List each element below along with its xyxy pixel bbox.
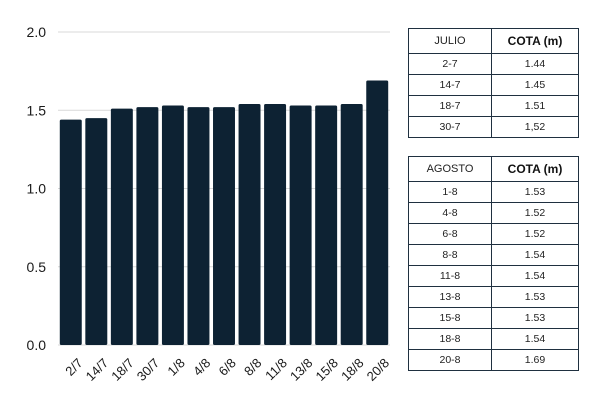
date-cell: 18-7 bbox=[408, 95, 492, 117]
table-agosto: AGOSTO COTA (m) 1-8 1.53 4-8 1.52 6-8 1.… bbox=[408, 156, 579, 371]
cota-cell: 1.51 bbox=[491, 95, 579, 117]
cota-cell: 1.54 bbox=[491, 244, 579, 266]
y-tick-label: 1.0 bbox=[27, 181, 47, 197]
table-header-row: AGOSTO COTA (m) bbox=[408, 156, 579, 182]
date-cell: 14-7 bbox=[408, 74, 492, 96]
cota-cell: 1.54 bbox=[491, 265, 579, 287]
x-tick-label: 13/8 bbox=[287, 355, 316, 384]
column-header-month: JULIO bbox=[408, 28, 492, 54]
x-axis-ticks: 2/714/718/730/7 1/8 4/8 6/8 8/811/813/815/81… bbox=[62, 355, 392, 384]
date-cell: 20-8 bbox=[408, 349, 492, 371]
bar-30/7 bbox=[136, 107, 159, 346]
x-tick-label: 18/8 bbox=[338, 355, 367, 384]
table-julio: JULIO COTA (m) 2-7 1.44 14-7 1.45 18-7 1… bbox=[408, 28, 579, 138]
x-tick-label: 18/7 bbox=[108, 355, 137, 384]
x-tick-label: 4/8 bbox=[190, 355, 213, 378]
table-row: 15-8 1.53 bbox=[408, 307, 579, 329]
date-cell: 6-8 bbox=[408, 223, 492, 245]
x-tick-label: 8/8 bbox=[241, 355, 264, 378]
bar-1/8 bbox=[161, 105, 184, 346]
x-tick-label: 14/7 bbox=[83, 355, 112, 384]
date-cell: 30-7 bbox=[408, 116, 492, 138]
x-tick-label: 6/8 bbox=[216, 355, 239, 378]
cota-cell: 1,52 bbox=[491, 116, 579, 138]
y-tick-label: 1.5 bbox=[27, 102, 47, 118]
table-row: 1-8 1.53 bbox=[408, 181, 579, 203]
cota-cell: 1.52 bbox=[491, 223, 579, 245]
column-header-cota: COTA (m) bbox=[491, 156, 579, 182]
x-tick-label: 1/8 bbox=[164, 355, 187, 378]
y-tick-label: 2.0 bbox=[27, 24, 47, 40]
column-header-month: AGOSTO bbox=[408, 156, 492, 182]
date-cell: 15-8 bbox=[408, 307, 492, 329]
date-cell: 1-8 bbox=[408, 181, 492, 203]
bar-13/8 bbox=[289, 105, 312, 346]
x-tick-label: 30/7 bbox=[134, 355, 163, 384]
bar-4/8 bbox=[187, 107, 210, 346]
y-tick-label: 0.0 bbox=[27, 337, 47, 353]
date-cell: 11-8 bbox=[408, 265, 492, 287]
bar-8/8 bbox=[238, 103, 261, 346]
bar-6/8 bbox=[213, 107, 235, 346]
date-cell: 8-8 bbox=[408, 244, 492, 266]
cota-cell: 1.52 bbox=[491, 202, 579, 224]
table-row: 2-7 1.44 bbox=[408, 53, 579, 75]
cota-cell: 1.69 bbox=[491, 349, 579, 371]
date-cell: 4-8 bbox=[408, 202, 492, 224]
cota-cell: 1.54 bbox=[491, 328, 579, 350]
x-tick-label: 2/7 bbox=[62, 355, 85, 378]
cota-cell: 1.45 bbox=[491, 74, 579, 96]
bar-20/8 bbox=[366, 80, 389, 345]
bars bbox=[59, 80, 389, 346]
table-row: 13-8 1.53 bbox=[408, 286, 579, 308]
table-row: 8-8 1.54 bbox=[408, 244, 579, 266]
x-tick-label: 20/8 bbox=[364, 355, 393, 384]
table-row: 18-8 1.54 bbox=[408, 328, 579, 350]
bar-18/8 bbox=[340, 103, 363, 346]
cota-cell: 1.53 bbox=[491, 286, 579, 308]
date-cell: 18-8 bbox=[408, 328, 492, 350]
bar-14/7 bbox=[85, 118, 108, 345]
table-row: 11-8 1.54 bbox=[408, 265, 579, 287]
bar-2/7 bbox=[59, 119, 82, 345]
table-header-row: JULIO COTA (m) bbox=[408, 28, 579, 54]
cota-cell: 1.44 bbox=[491, 53, 579, 75]
bar-15/8 bbox=[315, 105, 338, 346]
cota-cell: 1.53 bbox=[491, 181, 579, 203]
table-row: 18-7 1.51 bbox=[408, 95, 579, 117]
y-axis-ticks: 0.0 0.5 1.0 1.5 2.0 bbox=[27, 24, 47, 353]
table-row: 6-8 1.52 bbox=[408, 223, 579, 245]
column-header-cota: COTA (m) bbox=[491, 28, 579, 54]
bar-11/8 bbox=[264, 103, 287, 346]
table-row: 30-7 1,52 bbox=[408, 116, 579, 138]
date-cell: 13-8 bbox=[408, 286, 492, 308]
table-row: 4-8 1.52 bbox=[408, 202, 579, 224]
date-cell: 2-7 bbox=[408, 53, 492, 75]
x-tick-label: 15/8 bbox=[313, 355, 342, 384]
bar-18/7 bbox=[110, 108, 133, 345]
bar-chart: 0.0 0.5 1.0 1.5 2.0 2/714/718/730/7 1/8 4/8 6/8… bbox=[27, 24, 393, 384]
x-tick-label: 11/8 bbox=[262, 355, 290, 383]
y-tick-label: 0.5 bbox=[27, 259, 47, 275]
table-row: 14-7 1.45 bbox=[408, 74, 579, 96]
cota-cell: 1.53 bbox=[491, 307, 579, 329]
table-row: 20-8 1.69 bbox=[408, 349, 579, 371]
